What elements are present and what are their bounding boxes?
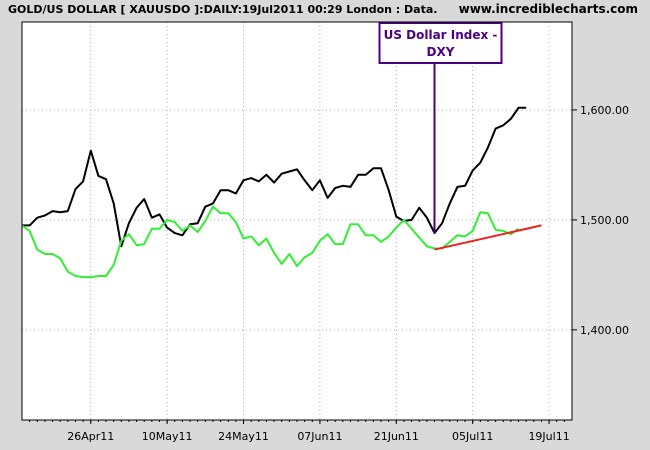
x-tick-label: 21Jun11 [374,430,419,443]
x-tick-label: 26Apr11 [67,430,114,443]
y-tick-label: 1,400.00 [580,324,629,337]
chart-title: GOLD/US DOLLAR [ XAUUSDO ]:DAILY:19Jul20… [8,3,437,16]
annotation-box [378,22,503,64]
x-tick-label: 19Jul11 [528,430,569,443]
plot-border [21,21,573,421]
x-tick-label: 05Jul11 [452,430,493,443]
annotation-label-line2: DXY [427,45,455,59]
site-watermark: www.incrediblecharts.com [459,2,638,16]
plot-area [22,22,572,420]
x-tick-label: 24May11 [218,430,269,443]
annotation-label: US Dollar Index - [384,28,498,42]
x-tick-label: 07Jun11 [297,430,342,443]
gold-price-line [22,106,527,248]
axis-layer: 1,400.00 1,500.00 1,600.00 26Apr11 10May11 24… [21,21,629,443]
y-tick-label: 1,600.00 [580,104,629,117]
x-tick-label: 10May11 [142,430,193,443]
annotation-layer: US Dollar Index - DXY [378,22,503,234]
series-layer [21,106,542,279]
y-tick-label: 1,500.00 [580,214,629,227]
trendline [434,224,542,251]
